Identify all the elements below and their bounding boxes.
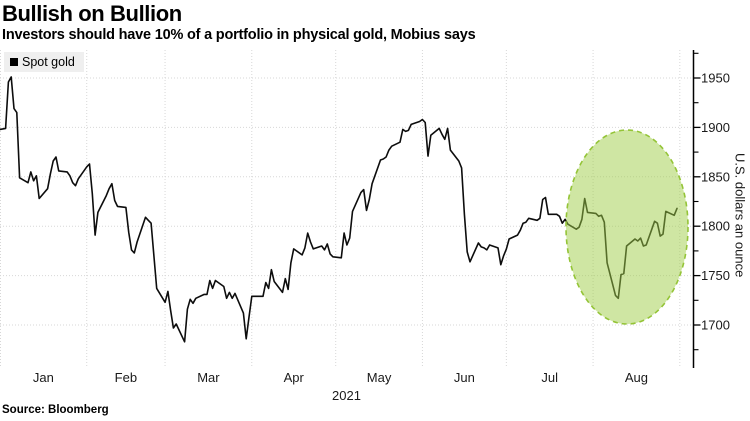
x-month-label: Jun (454, 370, 475, 385)
x-month-label: Jan (33, 370, 54, 385)
x-month-label: Apr (284, 370, 305, 385)
x-month-label: Aug (625, 370, 648, 385)
x-month-label: Mar (197, 370, 220, 385)
y-tick-label: 1800 (701, 219, 730, 234)
y-tick-label: 1950 (701, 71, 730, 86)
legend-swatch-icon (10, 58, 18, 66)
source-attribution: Source: Bloomberg (2, 404, 109, 416)
y-tick-label: 1700 (701, 318, 730, 333)
y-tick-label: 1900 (701, 120, 730, 135)
x-month-label: Jul (541, 370, 558, 385)
y-axis-title: U.S. dollars an ounce (732, 152, 748, 278)
y-tick-label: 1750 (701, 268, 730, 283)
x-axis-year-label: 2021 (332, 388, 361, 403)
page-title: Bullish on Bullion (2, 1, 182, 26)
legend-label: Spot gold (22, 55, 75, 69)
highlight-ellipse (565, 129, 689, 325)
y-tick-label: 1850 (701, 169, 730, 184)
spot-gold-line (0, 76, 678, 343)
x-month-label: Feb (115, 370, 137, 385)
page-subtitle: Investors should have 10% of a portfolio… (2, 27, 476, 43)
x-month-label: May (367, 370, 392, 385)
legend-spot-gold: Spot gold (4, 52, 84, 72)
